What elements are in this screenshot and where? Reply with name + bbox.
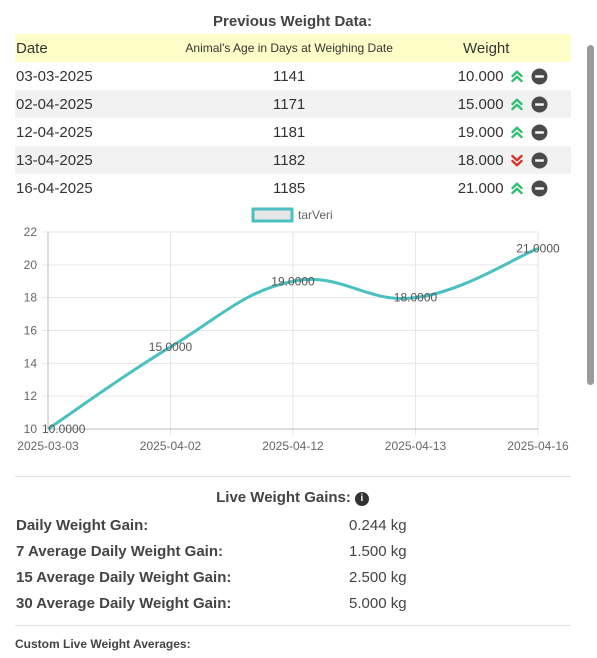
cell-weight: 18.000 <box>433 146 505 174</box>
custom-averages-title: Custom Live Weight Averages: <box>15 637 191 651</box>
y-tick-label: 12 <box>24 389 38 403</box>
divider <box>15 476 571 477</box>
remove-button[interactable] <box>531 152 548 169</box>
gain-value: 1.500 kg <box>349 543 407 560</box>
x-tick-label: 2025-04-13 <box>385 439 447 453</box>
chevron-double-up-icon <box>510 98 523 110</box>
cell-age: 1171 <box>145 90 434 118</box>
series-line-tarVeri <box>47 247 539 431</box>
table-row: 13-04-2025 1182 18.000 <box>15 146 571 174</box>
x-tick-label: 2025-04-16 <box>507 439 569 453</box>
chart-grid <box>42 231 539 435</box>
x-tick-label: 2025-04-12 <box>262 439 324 453</box>
chart-data-labels: 10.0000 15.0000 19.0000 18.0000 21.0000 <box>42 241 560 436</box>
cell-date: 16-04-2025 <box>16 179 93 197</box>
table-row: 12-04-2025 1181 19.000 <box>15 118 571 146</box>
cell-actions <box>504 146 571 174</box>
gain-label: 7 Average Daily Weight Gain: <box>16 543 224 560</box>
chevron-double-up-icon <box>510 126 523 138</box>
weight-page: Previous Weight Data: Date Animal's Age … <box>15 13 571 651</box>
table-row: 02-04-2025 1171 15.000 <box>15 90 571 118</box>
data-label: 10.0000 <box>42 422 86 436</box>
gain-value: 5.000 kg <box>349 595 407 612</box>
cell-weight: 15.000 <box>433 90 505 118</box>
y-tick-label: 16 <box>24 324 38 338</box>
cell-actions <box>505 174 571 202</box>
gain-label: Daily Weight Gain: <box>16 517 149 534</box>
divider <box>15 625 571 626</box>
data-label: 21.0000 <box>516 241 560 255</box>
gains-title-text: Live Weight Gains: <box>216 489 351 506</box>
header-age: Animal's Age in Days at Weighing Date <box>145 34 434 62</box>
cell-date: 03-03-2025 <box>16 67 93 85</box>
cell-weight: 10.000 <box>457 67 504 85</box>
data-label: 18.0000 <box>394 291 438 305</box>
y-tick-label: 22 <box>24 225 38 239</box>
y-tick-label: 20 <box>24 258 38 272</box>
header-date: Date <box>15 34 146 62</box>
legend-label[interactable]: tarVeri <box>298 208 333 222</box>
gain-label: 30 Average Daily Weight Gain: <box>16 595 232 612</box>
cell-age: 1141 <box>273 67 306 85</box>
header-weight: Weight <box>433 34 571 62</box>
data-label: 19.0000 <box>271 274 315 288</box>
x-tick-label: 2025-04-02 <box>140 439 202 453</box>
cell-date: 02-04-2025 <box>15 90 146 118</box>
table-header-row: Date Animal's Age in Days at Weighing Da… <box>15 34 571 62</box>
scrollbar-thumb[interactable] <box>587 45 594 385</box>
remove-button[interactable] <box>531 68 548 85</box>
previous-weight-title: Previous Weight Data: <box>213 13 372 30</box>
cell-actions <box>505 62 571 90</box>
x-tick-label: 2025-03-03 <box>17 439 79 453</box>
y-tick-label: 14 <box>24 356 38 370</box>
x-axis-ticks: 2025-03-03 2025-04-02 2025-04-12 2025-04-13… <box>17 439 569 453</box>
gain-label: 15 Average Daily Weight Gain: <box>16 569 232 586</box>
y-axis-ticks: 10 12 14 16 18 20 22 <box>24 225 38 436</box>
chevron-double-up-icon <box>510 182 523 194</box>
cell-age: 1185 <box>273 179 306 197</box>
chevron-double-up-icon <box>510 70 523 82</box>
cell-date: 13-04-2025 <box>15 146 146 174</box>
weight-chart: tarVeri 10 12 14 16 18 20 22 2025-03-03 2025-04… <box>17 207 569 453</box>
cell-age: 1181 <box>273 123 306 141</box>
gains-title: Live Weight Gains: i <box>0 489 585 506</box>
data-label: 15.0000 <box>149 340 193 354</box>
cell-actions <box>504 90 571 118</box>
gain-value: 2.500 kg <box>349 569 407 586</box>
remove-button[interactable] <box>531 96 548 113</box>
previous-weight-table: Date Animal's Age in Days at Weighing Da… <box>15 34 571 202</box>
table-row: 16-04-2025 1185 21.000 <box>15 174 571 202</box>
remove-button[interactable] <box>531 124 548 141</box>
info-icon[interactable]: i <box>354 492 369 506</box>
chart-legend: tarVeri <box>251 207 333 223</box>
remove-button[interactable] <box>531 180 548 197</box>
y-tick-label: 10 <box>24 422 38 436</box>
cell-actions <box>505 118 571 146</box>
gain-value: 0.244 kg <box>349 517 407 534</box>
cell-date: 12-04-2025 <box>16 123 93 141</box>
legend-swatch[interactable] <box>251 207 294 223</box>
cell-weight: 21.000 <box>457 179 504 197</box>
cell-age: 1182 <box>145 146 434 174</box>
table-row: 03-03-2025 1141 10.000 <box>15 62 571 90</box>
scrollbar[interactable] <box>580 0 597 658</box>
cell-weight: 19.000 <box>457 123 504 141</box>
chevron-double-down-icon <box>510 154 523 167</box>
y-tick-label: 18 <box>24 291 38 305</box>
